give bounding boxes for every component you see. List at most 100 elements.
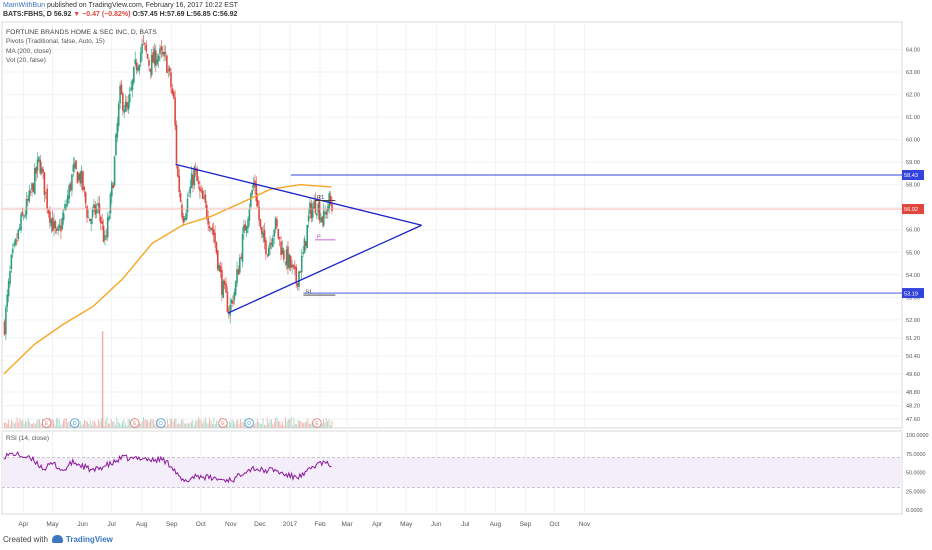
candle-body <box>331 203 333 212</box>
volume-bar <box>154 424 156 428</box>
candle-body <box>277 228 280 239</box>
candle-body <box>6 294 9 308</box>
volume-bar <box>12 421 14 428</box>
candle-body <box>24 214 26 217</box>
ma-indicator-label[interactable]: MA (200, close) <box>6 47 52 55</box>
candle-body <box>186 198 189 213</box>
volume-bar <box>117 421 119 428</box>
candle-body <box>137 67 139 72</box>
volume-bar <box>68 421 70 428</box>
candle-body <box>28 190 31 202</box>
candle-body <box>3 321 6 335</box>
y-tick-label: 51.20 <box>906 336 920 342</box>
candle-body <box>177 165 179 177</box>
volume-bar <box>25 420 26 428</box>
volume-bar <box>192 420 194 428</box>
candle-body <box>130 87 132 91</box>
candle-body <box>119 85 121 104</box>
tradingview-link[interactable]: TradingView <box>65 535 113 544</box>
volume-bar <box>126 425 128 428</box>
volume-bar <box>283 425 285 428</box>
volume-bar <box>179 423 181 428</box>
volume-bar <box>268 423 270 428</box>
candle-body <box>148 59 150 66</box>
volume-bar <box>297 420 299 428</box>
candle-body <box>211 227 214 231</box>
x-tick-label: May <box>400 521 413 528</box>
volume-bar <box>228 420 230 428</box>
rsi-title: RSI (14, close) <box>6 435 49 442</box>
candle-body <box>36 159 39 171</box>
candle-body <box>159 48 161 55</box>
volume-bar <box>324 422 326 428</box>
volume-indicator-label[interactable]: Vol (20, false) <box>6 56 46 64</box>
volume-bar <box>67 422 69 428</box>
candle-body <box>310 203 313 219</box>
tradingview-logo-icon <box>51 535 63 543</box>
candle-body <box>324 212 326 214</box>
volume-bar <box>114 425 116 428</box>
earnings-marker-icon <box>312 418 322 428</box>
candle-body <box>197 180 200 184</box>
volume-bar <box>325 417 327 428</box>
volume-bar <box>270 419 272 428</box>
volume-bar <box>129 418 130 428</box>
candle-body <box>287 246 289 269</box>
candle-body <box>10 254 13 269</box>
candle-body <box>214 232 216 243</box>
candle-body <box>25 198 28 215</box>
author-link[interactable]: MamWithBun <box>3 2 46 9</box>
candle-body <box>80 170 83 184</box>
candle-body <box>273 229 275 237</box>
volume-bar <box>285 417 286 428</box>
volume-bar <box>15 422 17 428</box>
volume-bar <box>241 422 243 428</box>
volume-bar <box>310 423 312 428</box>
event-marker-label: E <box>45 421 49 427</box>
volume-bar <box>53 420 55 428</box>
candle-body <box>69 183 72 190</box>
volume-bar <box>294 423 296 428</box>
volume-bar <box>234 423 236 428</box>
candle-body <box>31 183 33 191</box>
volume-bar <box>209 417 211 428</box>
volume-bar <box>311 421 313 428</box>
volume-bar <box>265 425 267 428</box>
pivot-label: P <box>317 234 321 240</box>
rsi-y-tick-label: 50.0000 <box>906 471 926 477</box>
volume-bar <box>93 420 95 428</box>
volume-bar <box>238 424 240 428</box>
candle-body <box>57 226 59 231</box>
candle-body <box>68 185 70 199</box>
trendline <box>227 224 422 314</box>
x-tick-label: Nov <box>225 521 237 528</box>
candle-body <box>62 213 65 221</box>
candle-body <box>134 59 137 65</box>
y-tick-label: 53.00 <box>906 295 920 301</box>
candle-body <box>51 217 54 232</box>
volume-bar <box>196 420 198 428</box>
candle-body <box>49 211 51 223</box>
candle-body <box>86 206 88 218</box>
volume-bar <box>186 423 188 428</box>
volume-bar <box>112 421 114 428</box>
candle-body <box>87 217 90 219</box>
volume-bar <box>303 423 305 428</box>
pivots-indicator-label[interactable]: Pivots (Traditional, false, Auto, 15) <box>6 38 105 46</box>
candle-body <box>182 216 185 223</box>
candle-body <box>53 220 55 229</box>
candle-body <box>305 241 307 247</box>
volume-bar <box>331 420 333 428</box>
volume-bar <box>203 420 205 428</box>
volume-bar <box>9 425 11 428</box>
volume-bar <box>148 422 150 428</box>
volume-bar <box>171 418 173 428</box>
volume-bar <box>292 425 293 428</box>
candle-body <box>139 52 142 63</box>
candle-body <box>20 214 22 231</box>
candle-body <box>256 200 259 207</box>
volume-bar <box>282 421 284 428</box>
volume-bar <box>199 418 201 428</box>
candle-body <box>307 215 310 222</box>
volume-bar <box>124 423 126 428</box>
